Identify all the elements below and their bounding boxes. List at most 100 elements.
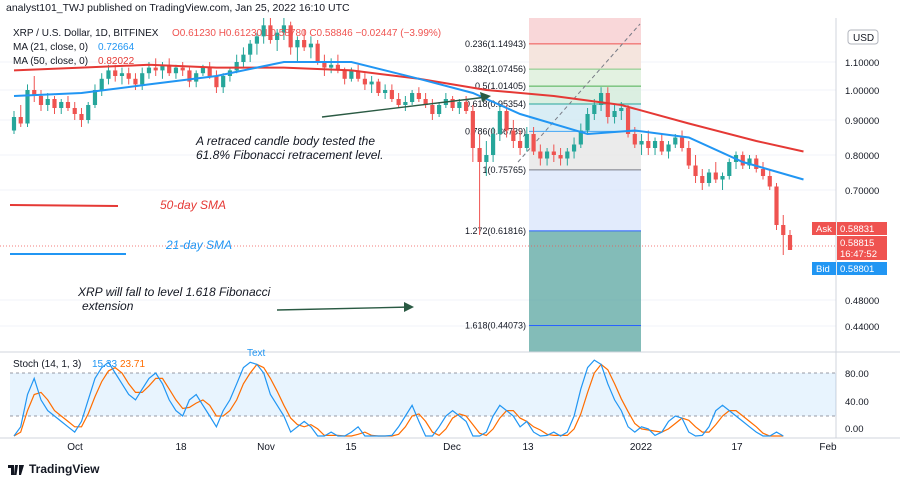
price-tick: 1.10000 bbox=[845, 58, 879, 69]
candle-body bbox=[673, 137, 678, 145]
fib-zone-bottom bbox=[529, 325, 641, 352]
candle-body bbox=[437, 105, 442, 114]
legend-ma21: MA (21, close, 0) bbox=[13, 42, 88, 53]
fib-zone bbox=[529, 230, 641, 326]
candle-body bbox=[288, 25, 293, 48]
sma50-label: 50-day SMA bbox=[160, 198, 226, 212]
fib-level-label: 0.382(1.07456) bbox=[465, 64, 526, 74]
candle-body bbox=[423, 99, 428, 105]
candle-body bbox=[625, 108, 631, 134]
ask-tag-label: Ask bbox=[816, 224, 832, 235]
price-tick: 0.80000 bbox=[845, 151, 879, 162]
time-tick: Oct bbox=[67, 442, 83, 453]
candle-body bbox=[592, 105, 597, 114]
candle-body bbox=[497, 111, 502, 134]
candle-body bbox=[187, 70, 192, 82]
candle-body bbox=[464, 102, 469, 111]
stoch-tick-0: 0.00 bbox=[845, 424, 864, 435]
candle-body bbox=[261, 25, 266, 37]
currency-badge-box bbox=[847, 29, 879, 45]
price-tick: 0.44000 bbox=[845, 322, 879, 333]
candle-body bbox=[578, 130, 583, 145]
legend-ohlc: O0.61230 H0.61230 L0.58780 C0.58846 −0.0… bbox=[172, 28, 441, 39]
price-tick: 0.90000 bbox=[845, 116, 879, 127]
candle-body bbox=[376, 81, 381, 93]
candle-body bbox=[693, 165, 698, 176]
candle-body bbox=[72, 108, 77, 114]
stochastic-pane[interactable]: 80.00 40.00 0.00 Stoch (14, 1, 3) 15.33 … bbox=[10, 359, 869, 437]
retrace-note-line1: A retraced candle body tested the bbox=[195, 134, 375, 148]
candle-body bbox=[207, 67, 212, 76]
candle-body bbox=[79, 114, 84, 120]
fibonacci-extension-tool[interactable]: 0.236(1.14943) 0.382(1.07456) 0.5(1.01405)… bbox=[465, 18, 641, 352]
candle-body bbox=[524, 134, 529, 148]
fib-level-label: 0.236(1.14943) bbox=[465, 39, 526, 49]
candle-body bbox=[416, 93, 421, 99]
bid-tag-label: Bid bbox=[816, 264, 830, 275]
candle-body bbox=[32, 90, 37, 96]
candle-body bbox=[356, 70, 361, 79]
candle-body bbox=[430, 105, 435, 114]
stoch-d-line bbox=[13, 363, 784, 437]
stoch-k-line bbox=[13, 359, 784, 437]
fib-level-label: 1.618(0.44073) bbox=[465, 321, 526, 331]
legend-symbol: XRP / U.S. Dollar, 1D, BITFINEX bbox=[13, 28, 159, 39]
stoch-series bbox=[13, 359, 784, 437]
retrace-arrow-head bbox=[480, 92, 491, 102]
candle-body bbox=[126, 73, 131, 79]
ask-tag-label-bg bbox=[812, 222, 836, 235]
candle-body bbox=[322, 62, 327, 68]
candle-body bbox=[760, 169, 766, 176]
candle-body bbox=[308, 43, 313, 48]
legend-ma50-value: 0.82022 bbox=[98, 56, 135, 67]
candle-body bbox=[531, 134, 536, 152]
candle-body bbox=[241, 54, 246, 62]
legend-ma21-value: 0.72664 bbox=[98, 42, 135, 53]
time-tick: 17 bbox=[731, 442, 743, 453]
fib-level-label: 0.786(0.86739) bbox=[465, 126, 526, 136]
candle-body bbox=[544, 151, 550, 159]
fib-level-label: 1.272(0.61816) bbox=[465, 226, 526, 236]
ma21-line bbox=[13, 61, 804, 181]
price-grid bbox=[0, 61, 836, 327]
price-axis[interactable]: 1.10000 1.00000 0.90000 0.80000 0.70000 0.480… bbox=[845, 58, 879, 333]
price-tick: 1.00000 bbox=[845, 86, 879, 97]
currency-badge[interactable]: USD bbox=[847, 29, 879, 45]
sma50-legend-line bbox=[9, 204, 119, 207]
candle-body bbox=[571, 144, 577, 152]
fib-zone bbox=[529, 69, 641, 87]
chart-legend: XRP / U.S. Dollar, 1D, BITFINEX O0.61230… bbox=[13, 28, 441, 67]
candle-body bbox=[133, 78, 138, 85]
annotations[interactable]: A retraced candle body tested the 61.8% … bbox=[9, 92, 491, 359]
price-tick: 0.70000 bbox=[845, 186, 879, 197]
tradingview-wordmark: TradingView bbox=[29, 462, 100, 476]
candle-body bbox=[281, 25, 287, 33]
candle-body bbox=[180, 67, 185, 71]
fib-level-label: 1(0.75765) bbox=[482, 165, 526, 175]
candle-body bbox=[302, 40, 307, 48]
candle-body bbox=[774, 186, 779, 225]
legend-ma50: MA (50, close, 0) bbox=[13, 56, 88, 67]
candle-body bbox=[517, 141, 523, 148]
candle-body bbox=[767, 176, 772, 187]
fall-arrow-head bbox=[404, 302, 414, 312]
stoch-label: Stoch (14, 1, 3) bbox=[13, 359, 81, 370]
price-pane[interactable]: 0.236(1.14943) 0.382(1.07456) 0.5(1.01405)… bbox=[0, 18, 836, 352]
candle-body bbox=[639, 141, 644, 145]
tradingview-logo[interactable]: TradingView bbox=[8, 462, 99, 476]
moving-averages bbox=[0, 61, 836, 247]
fib-zone bbox=[529, 43, 641, 70]
time-tick: 15 bbox=[345, 442, 357, 453]
countdown-timer: 16:47:52 bbox=[840, 249, 877, 260]
candle-body bbox=[686, 148, 691, 166]
price-pane-bg bbox=[0, 18, 836, 352]
fib-trend-line bbox=[517, 23, 641, 163]
candle-body bbox=[329, 64, 334, 68]
candle-body bbox=[720, 176, 725, 180]
candle-body bbox=[254, 36, 260, 44]
fib-zone-top bbox=[529, 18, 641, 44]
time-axis[interactable]: Oct 18 Nov 15 Dec 13 2022 17 Feb bbox=[67, 442, 837, 453]
stoch-band bbox=[10, 373, 836, 416]
candle-body bbox=[65, 102, 71, 108]
